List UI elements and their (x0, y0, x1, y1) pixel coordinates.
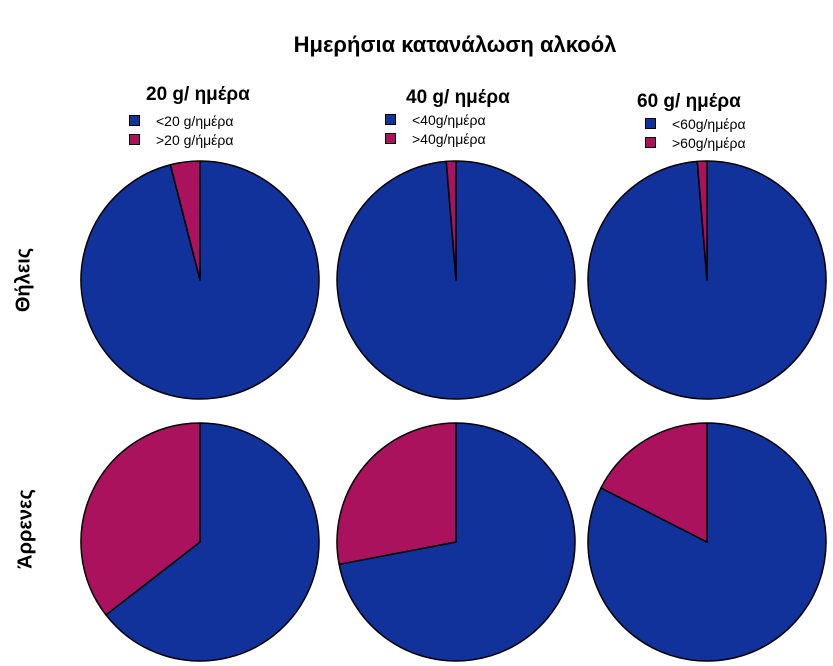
pie-slice-below-males-20g (105, 422, 320, 662)
legend-swatch-above (385, 133, 396, 144)
pie-slice-above-females-60g (696, 160, 708, 281)
legend-swatch-below (645, 118, 656, 129)
legend-item-below-60g: <60g/ημέρα (645, 114, 746, 133)
legend-label-below-20g: <20 g/ημέρα (156, 112, 234, 129)
column-title-20g: 20 g/ ημέρα (146, 84, 250, 105)
pie-slice-above-males-40g (336, 422, 457, 566)
legend-60g: <60g/ημέρα >60g/ημέρα (645, 114, 746, 152)
legend-swatch-below (385, 114, 396, 125)
legend-label-above-20g: >20 g/ήμέρα (156, 131, 234, 148)
legend-item-above-40g: >40g/ημέρα (385, 129, 486, 148)
legend-40g: <40g/ημέρα >40g/ημέρα (385, 110, 486, 148)
column-title-60g: 60 g/ ημέρα (637, 91, 741, 112)
legend-label-above-60g: >60g/ημέρα (672, 134, 746, 151)
chart-title: Ημερήσια κατανάλωση αλκοόλ (293, 32, 617, 57)
pie-slice-below-males-40g (338, 422, 576, 662)
legend-20g: <20 g/ημέρα >20 g/ήμέρα (129, 111, 233, 149)
legend-label-below-60g: <60g/ημέρα (672, 115, 746, 132)
pie-slice-above-males-60g (600, 422, 708, 543)
legend-label-below-40g: <40g/ημέρα (412, 111, 486, 128)
legend-item-below-20g: <20 g/ημέρα (129, 111, 233, 130)
legend-swatch-above (645, 137, 656, 148)
pie-slice-above-females-40g (445, 160, 457, 281)
column-title-40g: 40 g/ ημέρα (406, 87, 510, 108)
legend-swatch-below (129, 115, 140, 126)
pie-slice-above-females-20g (169, 160, 201, 281)
legend-item-above-60g: >60g/ημέρα (645, 133, 746, 152)
legend-item-below-40g: <40g/ημέρα (385, 110, 486, 129)
legend-label-above-40g: >40g/ημέρα (412, 130, 486, 147)
pie-slice-above-males-20g (80, 422, 201, 616)
legend-item-above-20g: >20 g/ήμέρα (129, 130, 233, 149)
legend-swatch-above (129, 134, 140, 145)
